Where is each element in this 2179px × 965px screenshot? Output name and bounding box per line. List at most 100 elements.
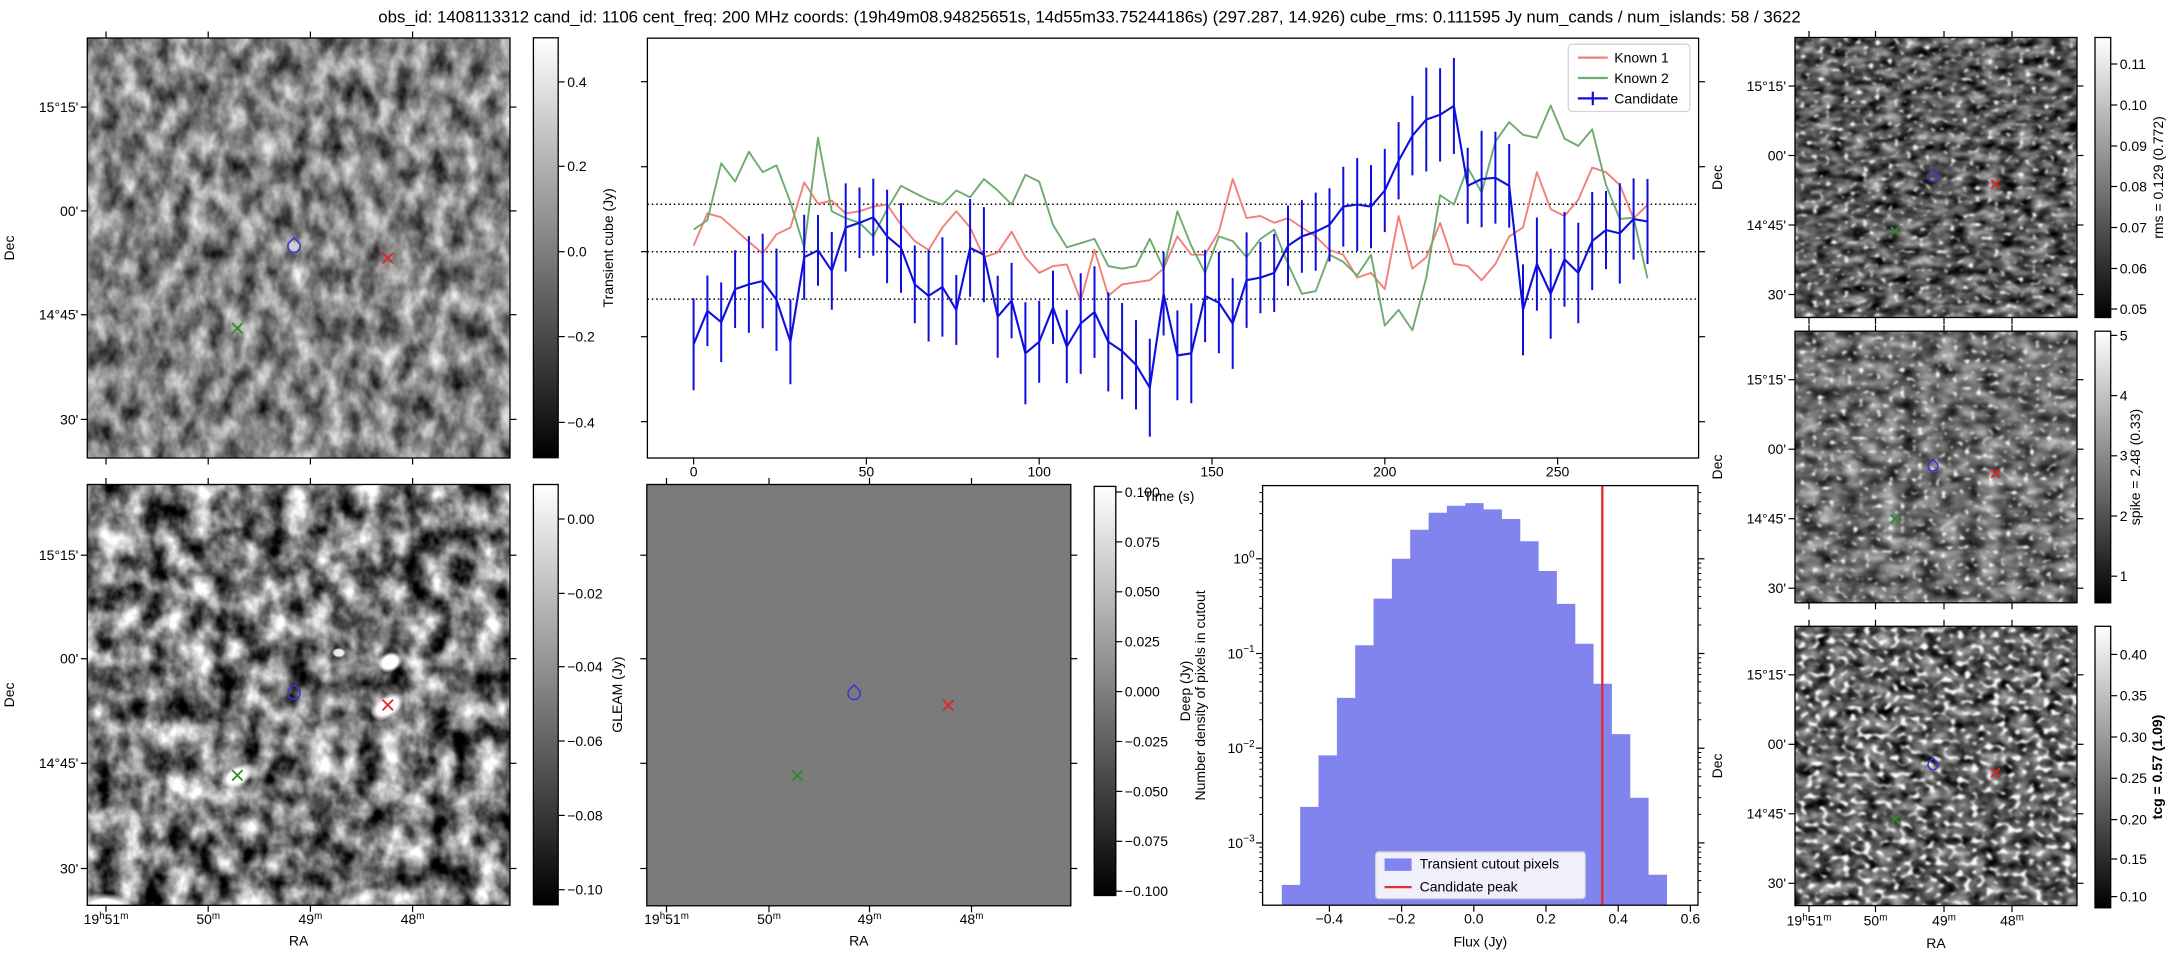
svg-text:0.05: 0.05 <box>2120 301 2147 317</box>
svg-text:2: 2 <box>2120 508 2128 524</box>
svg-text:0.25: 0.25 <box>2120 770 2147 786</box>
svg-text:−0.4: −0.4 <box>1316 911 1344 927</box>
svg-text:0.00: 0.00 <box>567 511 594 527</box>
svg-text:48m: 48m <box>2000 913 2024 929</box>
svg-text:00': 00' <box>1768 736 1786 752</box>
svg-text:00': 00' <box>60 651 78 667</box>
svg-text:15°15': 15°15' <box>1747 667 1786 683</box>
svg-text:−0.02: −0.02 <box>567 585 603 601</box>
svg-text:Time (s): Time (s) <box>1144 488 1195 504</box>
svg-text:200: 200 <box>1373 464 1397 480</box>
svg-text:Dec: Dec <box>1 236 17 261</box>
svg-text:0.0: 0.0 <box>567 244 587 260</box>
svg-text:0.07: 0.07 <box>2120 219 2147 235</box>
svg-text:49m: 49m <box>299 911 323 927</box>
svg-text:RA: RA <box>849 933 869 949</box>
svg-text:0.35: 0.35 <box>2120 688 2147 704</box>
svg-text:Transient cutout pixels: Transient cutout pixels <box>1420 856 1560 872</box>
svg-text:−0.050: −0.050 <box>1125 783 1168 799</box>
svg-text:0.025: 0.025 <box>1125 634 1160 650</box>
svg-text:Dec: Dec <box>1709 455 1725 480</box>
svg-text:49m: 49m <box>1932 913 1956 929</box>
svg-text:0.000: 0.000 <box>1125 684 1160 700</box>
svg-text:−0.025: −0.025 <box>1125 733 1168 749</box>
svg-text:rms = 0.129 (0.772): rms = 0.129 (0.772) <box>2150 116 2166 239</box>
svg-text:30': 30' <box>1768 875 1786 891</box>
svg-text:0.10: 0.10 <box>2120 889 2147 905</box>
svg-text:50m: 50m <box>757 911 781 927</box>
svg-text:−0.075: −0.075 <box>1125 833 1168 849</box>
svg-text:−0.100: −0.100 <box>1125 883 1168 899</box>
svg-text:50m: 50m <box>1864 913 1888 929</box>
svg-text:Dec: Dec <box>1 682 17 707</box>
svg-text:−0.04: −0.04 <box>567 659 603 675</box>
svg-text:0.20: 0.20 <box>2120 812 2147 828</box>
svg-text:1: 1 <box>2120 568 2128 584</box>
svg-text:0.6: 0.6 <box>1681 911 1701 927</box>
svg-text:Known 1: Known 1 <box>1614 50 1669 66</box>
svg-text:19h51m: 19h51m <box>84 911 129 927</box>
svg-text:150: 150 <box>1200 464 1224 480</box>
svg-text:0.15: 0.15 <box>2120 851 2147 867</box>
svg-text:50: 50 <box>859 464 875 480</box>
svg-text:tcg = 0.57 (1.09): tcg = 0.57 (1.09) <box>2149 715 2165 820</box>
svg-text:0.40: 0.40 <box>2120 646 2147 662</box>
svg-text:00': 00' <box>60 203 78 219</box>
svg-text:Deep (Jy): Deep (Jy) <box>1177 661 1193 722</box>
svg-text:Dec: Dec <box>1709 753 1725 778</box>
svg-text:19h51m: 19h51m <box>1787 913 1832 929</box>
svg-text:00': 00' <box>1768 147 1786 163</box>
svg-text:4: 4 <box>2120 388 2128 404</box>
svg-text:15°15': 15°15' <box>1747 372 1786 388</box>
svg-text:obs_id: 1408113312 cand_id: 11: obs_id: 1408113312 cand_id: 1106 cent_fr… <box>378 8 1800 27</box>
svg-text:100: 100 <box>1028 464 1052 480</box>
svg-text:−0.10: −0.10 <box>567 882 603 898</box>
svg-text:50m: 50m <box>196 911 220 927</box>
svg-text:−0.08: −0.08 <box>567 807 603 823</box>
svg-text:0.10: 0.10 <box>2120 97 2147 113</box>
svg-text:15°15': 15°15' <box>39 547 78 563</box>
svg-text:49m: 49m <box>858 911 882 927</box>
svg-text:Flux (Jy): Flux (Jy) <box>1453 934 1507 950</box>
svg-text:0.11: 0.11 <box>2120 56 2146 72</box>
svg-text:14°45': 14°45' <box>1747 511 1786 527</box>
svg-text:0.2: 0.2 <box>1536 911 1556 927</box>
svg-text:Candidate peak: Candidate peak <box>1420 878 1519 894</box>
svg-text:GLEAM (Jy): GLEAM (Jy) <box>609 656 625 732</box>
svg-text:15°15': 15°15' <box>39 99 78 115</box>
svg-text:3: 3 <box>2120 448 2128 464</box>
svg-text:0.100: 0.100 <box>1125 484 1160 500</box>
svg-text:0.4: 0.4 <box>567 74 587 90</box>
svg-text:Dec: Dec <box>1709 165 1725 190</box>
svg-text:−0.2: −0.2 <box>1388 911 1416 927</box>
svg-text:48m: 48m <box>401 911 425 927</box>
svg-text:48m: 48m <box>960 911 984 927</box>
svg-text:0.2: 0.2 <box>567 158 587 174</box>
svg-text:14°45': 14°45' <box>39 307 78 323</box>
svg-text:spike = 2.48 (0.33): spike = 2.48 (0.33) <box>2127 409 2143 525</box>
svg-text:0.08: 0.08 <box>2120 178 2147 194</box>
svg-text:0.06: 0.06 <box>2120 260 2147 276</box>
svg-text:0: 0 <box>690 464 698 480</box>
svg-text:Candidate: Candidate <box>1614 90 1678 106</box>
svg-text:14°45': 14°45' <box>1747 217 1786 233</box>
svg-text:0.4: 0.4 <box>1608 911 1628 927</box>
svg-text:30': 30' <box>60 411 78 427</box>
svg-text:30': 30' <box>1768 286 1786 302</box>
svg-text:250: 250 <box>1546 464 1570 480</box>
svg-text:0.0: 0.0 <box>1464 911 1484 927</box>
svg-text:Transient cube (Jy): Transient cube (Jy) <box>600 188 616 307</box>
svg-text:30': 30' <box>1768 580 1786 596</box>
svg-text:15°15': 15°15' <box>1747 78 1786 94</box>
svg-text:Known 2: Known 2 <box>1614 70 1669 86</box>
svg-text:Number density of pixels in cu: Number density of pixels in cutout <box>1192 590 1208 800</box>
svg-text:14°45': 14°45' <box>1747 806 1786 822</box>
svg-text:−0.06: −0.06 <box>567 733 603 749</box>
svg-text:−0.4: −0.4 <box>567 414 595 430</box>
svg-text:19h51m: 19h51m <box>644 911 689 927</box>
svg-text:00': 00' <box>1768 441 1786 457</box>
svg-text:0.30: 0.30 <box>2120 729 2147 745</box>
svg-text:−0.2: −0.2 <box>567 329 595 345</box>
svg-text:5: 5 <box>2120 327 2128 343</box>
svg-text:0.075: 0.075 <box>1125 534 1160 550</box>
